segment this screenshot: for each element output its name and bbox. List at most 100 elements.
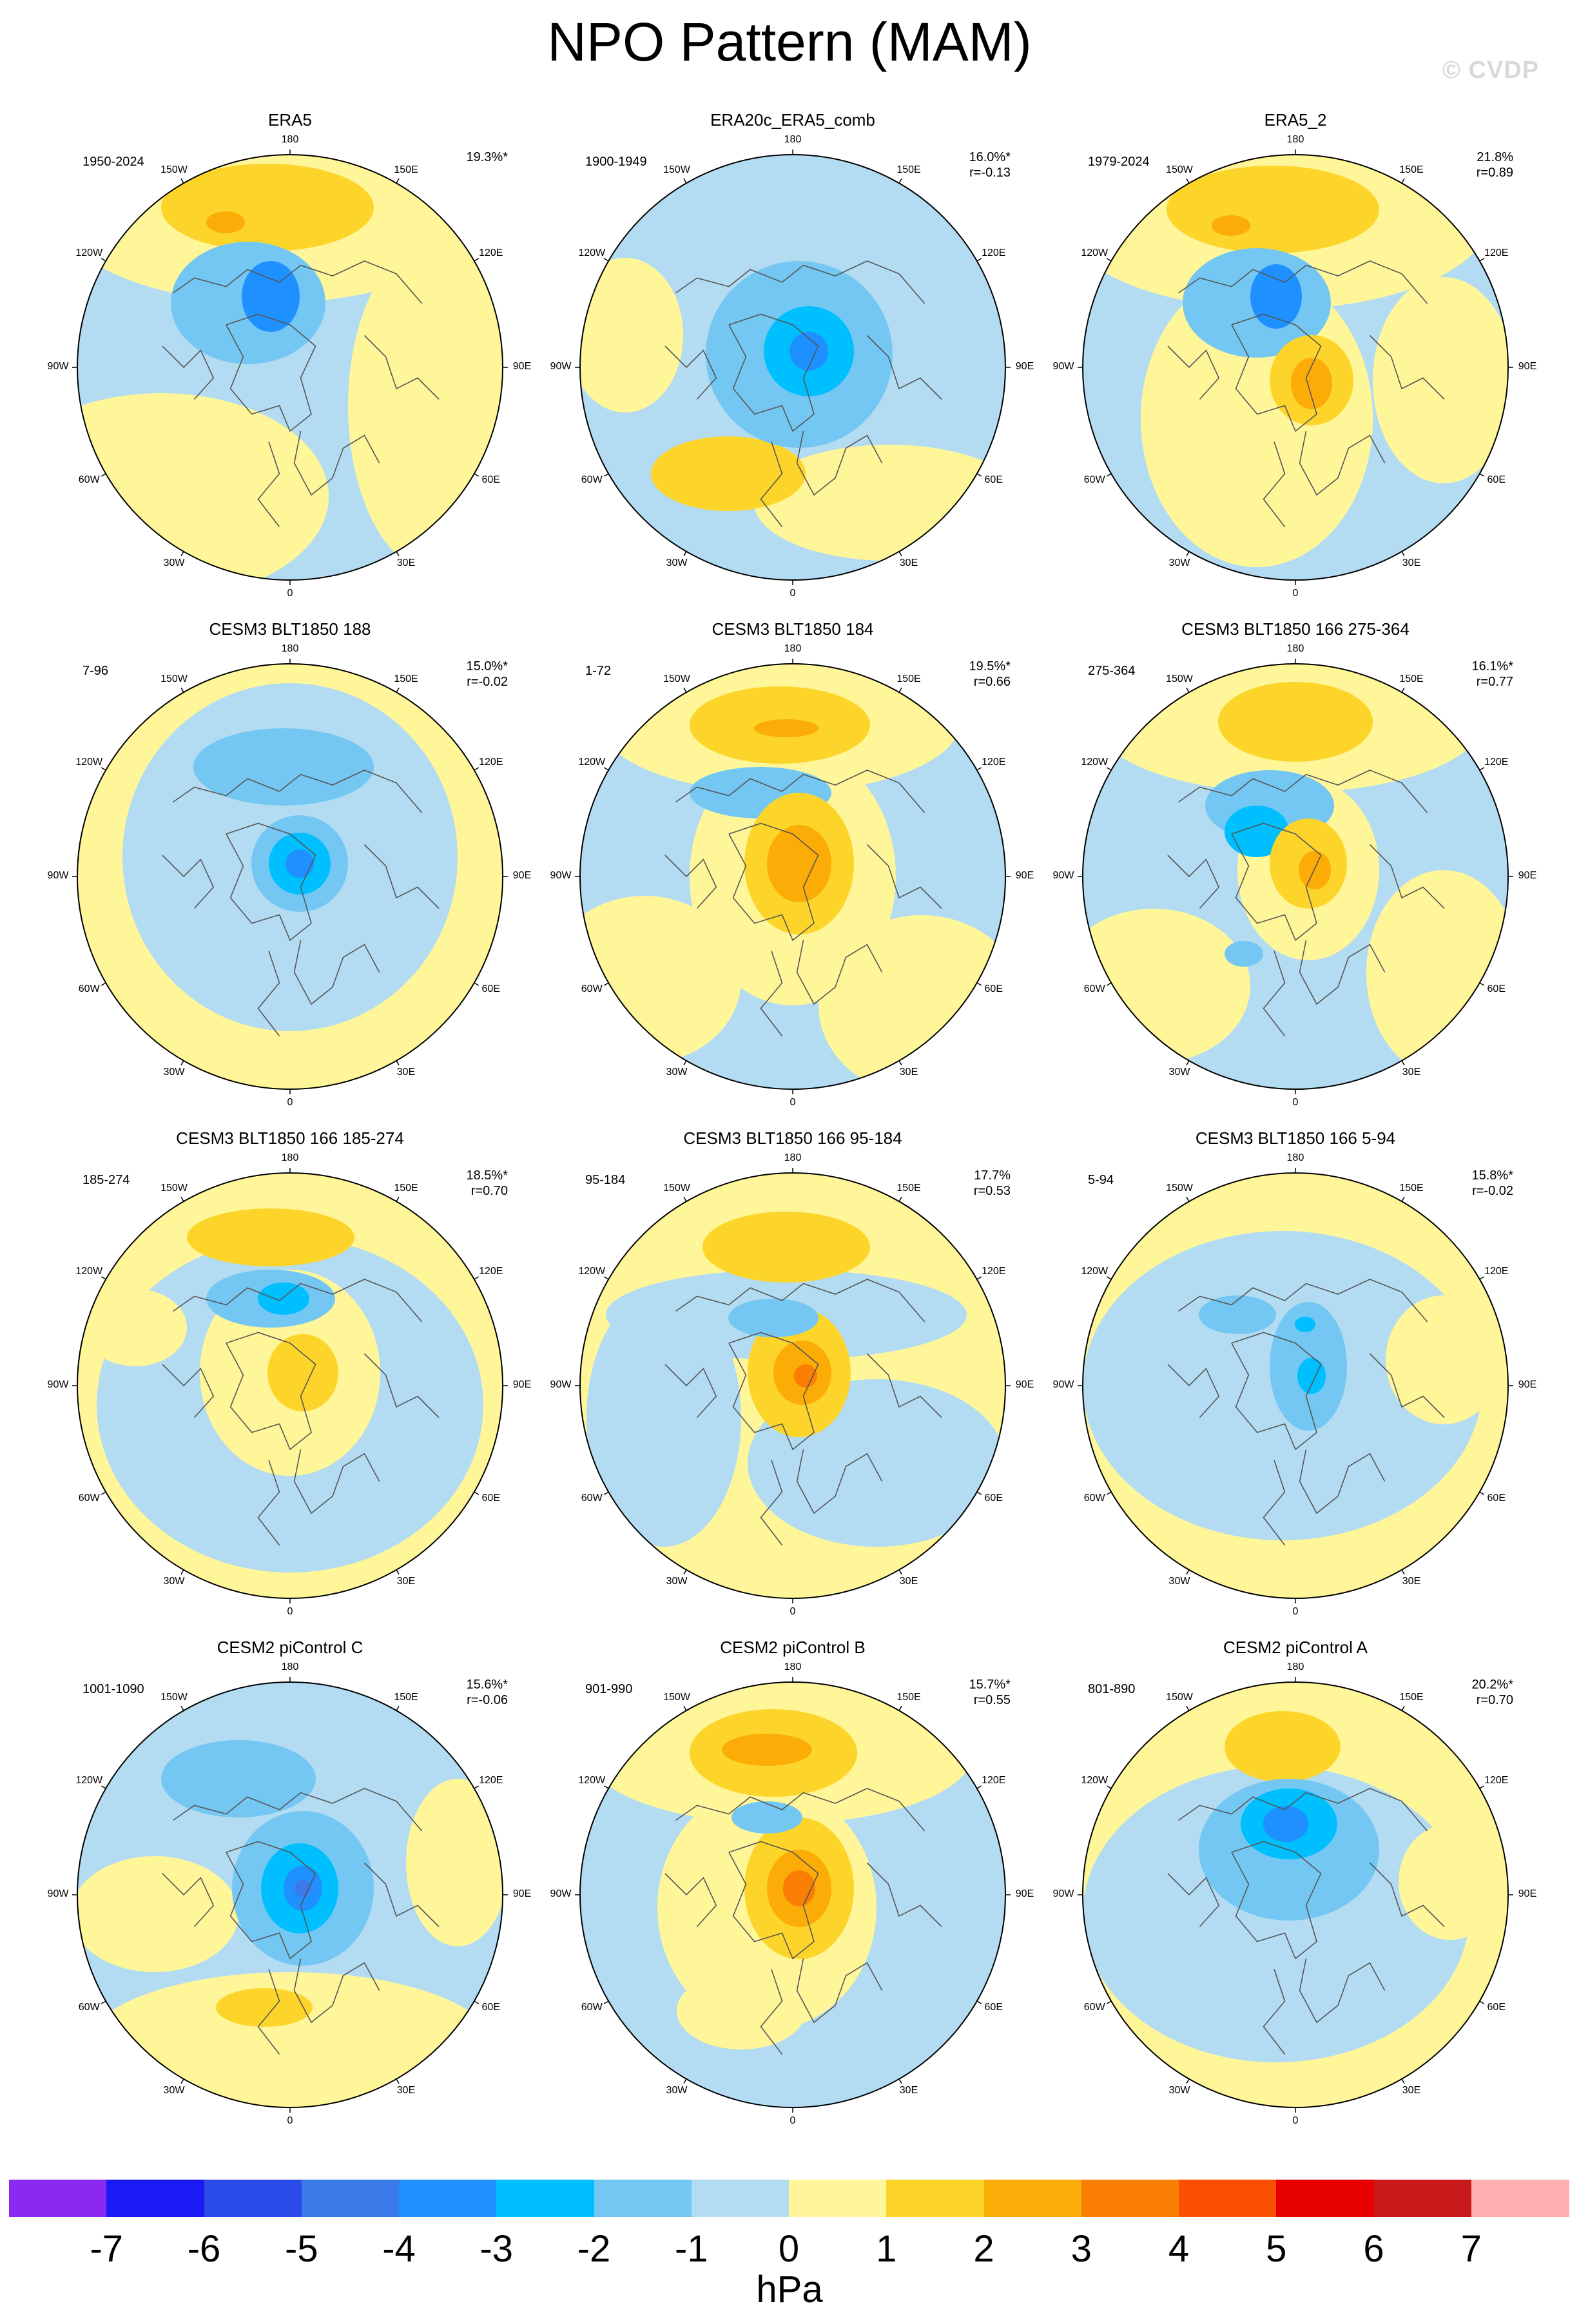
longitude-label: 30W [666, 1066, 688, 1078]
longitude-label: 150W [160, 1183, 188, 1194]
variance-percent: 18.5%* [466, 1168, 509, 1183]
coastline [796, 431, 883, 496]
panel-period: 1950-2024 [82, 155, 144, 169]
longitude-label: 0 [1292, 2115, 1299, 2126]
pattern-correlation: r=0.70 [470, 1184, 508, 1198]
polar-map [1078, 1168, 1513, 1603]
longitude-tick [683, 551, 687, 557]
longitude-label: 0 [790, 1606, 796, 1617]
longitude-tick [180, 2078, 184, 2084]
coastline [664, 1364, 717, 1419]
longitude-tick [396, 687, 400, 693]
longitude-tick [1401, 178, 1405, 184]
longitude-label: 0 [287, 2115, 293, 2126]
anomaly-contour [728, 1299, 819, 1337]
anomaly-contour [161, 1740, 316, 1817]
longitude-label: 150W [160, 164, 188, 176]
colorbar-tick-label: 7 [1460, 2228, 1482, 2270]
longitude-tick [474, 2000, 480, 2004]
anomaly-contour [1225, 1711, 1341, 1782]
longitude-tick [1479, 767, 1485, 771]
panel-variance: 18.5%* r=0.70 [467, 1168, 509, 1199]
longitude-label: 120E [982, 1775, 1006, 1786]
panel-period: 275-364 [1088, 664, 1136, 678]
map-panel: CESM2 piControl A 801-890 20.2%* r=0.70 180 1… [1044, 1637, 1547, 2146]
coastline [728, 1841, 819, 1960]
anomaly-region [84, 1289, 187, 1366]
map-panel: CESM3 BLT1850 184 1-72 19.5%* r=0.66 180 150E… [541, 619, 1044, 1128]
longitude-label: 30E [1402, 557, 1421, 568]
longitude-tick [898, 1060, 902, 1066]
longitude-label: 0 [287, 588, 293, 599]
longitude-label: 90E [1015, 1888, 1034, 1899]
coastline [796, 1449, 883, 1515]
coastline [1299, 1449, 1386, 1515]
longitude-label: 0 [790, 1097, 796, 1108]
coastline [760, 1460, 783, 1545]
longitude-tick [180, 1705, 184, 1711]
coastline [257, 951, 280, 1036]
longitude-label: 120E [1484, 1266, 1509, 1277]
longitude-tick [1401, 1569, 1405, 1575]
longitude-label: 150E [1399, 673, 1424, 685]
panel-title: ERA5_2 [1264, 110, 1327, 130]
map-panel: CESM2 piControl B 901-990 15.7%* r=0.55 180 1… [541, 1637, 1044, 2146]
longitude-label: 120W [1081, 1775, 1109, 1786]
panel-grid: ERA5 1950-2024 19.3%* 180 150E 120E 90E 60E 30E 0… [47, 110, 1547, 2146]
longitude-tick [1186, 1196, 1190, 1202]
longitude-label: 90W [47, 1379, 69, 1390]
longitude-tick [474, 258, 480, 262]
longitude-tick [603, 1276, 609, 1280]
longitude-tick [101, 767, 106, 771]
longitude-tick [1186, 551, 1190, 557]
longitude-label: 90E [512, 1888, 532, 1899]
panel-title: ERA5 [268, 110, 312, 130]
longitude-label: 90E [1015, 361, 1034, 372]
colorbar-swatch [691, 2180, 790, 2217]
longitude-tick [101, 2000, 106, 2004]
panel-title: CESM3 BLT1850 166 185-274 [176, 1128, 404, 1148]
colorbar-swatch [9, 2180, 107, 2217]
longitude-label: 150E [394, 1183, 418, 1194]
longitude-tick [898, 2078, 902, 2084]
colorbar-swatch [983, 2180, 1082, 2217]
coastline [1178, 1788, 1428, 1832]
longitude-label: 150E [896, 1692, 921, 1703]
coastline [760, 441, 783, 527]
coastline [226, 1331, 316, 1451]
longitude-label: 0 [287, 1097, 293, 1108]
coastline [1231, 822, 1322, 942]
pattern-correlation: r=0.55 [973, 1693, 1011, 1707]
longitude-label: 90W [550, 1379, 572, 1390]
longitude-tick [603, 1491, 609, 1495]
longitude-label: 180 [281, 1152, 299, 1163]
anomaly-contour [783, 1870, 815, 1906]
longitude-label: 120W [578, 757, 606, 768]
longitude-label: 60E [1487, 983, 1506, 994]
longitude-label: 30W [666, 557, 688, 568]
longitude-tick [603, 2000, 609, 2004]
map-panel: CESM3 BLT1850 166 95-184 95-184 17.7% r=0.5… [541, 1128, 1044, 1637]
coastline [1231, 313, 1322, 432]
longitude-label: 60E [481, 1493, 500, 1504]
longitude-label: 180 [1286, 1661, 1304, 1672]
longitude-label: 90E [1015, 870, 1034, 881]
anomaly-region [580, 258, 683, 412]
longitude-tick [101, 473, 106, 477]
panel-period: 7-96 [82, 664, 109, 678]
longitude-tick [976, 1276, 982, 1280]
longitude-label: 30E [396, 557, 416, 568]
coastline [866, 1862, 942, 1928]
longitude-tick [396, 551, 400, 557]
colorbar-swatch [106, 2180, 204, 2217]
longitude-tick [683, 687, 687, 693]
anomaly-contour [206, 211, 245, 233]
longitude-label: 30E [396, 1066, 416, 1078]
longitude-label: 30W [666, 1575, 688, 1587]
coastline [1369, 1862, 1445, 1928]
colorbar-swatch [789, 2180, 887, 2217]
variance-percent: 16.0%* [969, 150, 1011, 164]
longitude-label: 90E [512, 361, 532, 372]
longitude-tick [101, 258, 106, 262]
panel-variance: 16.1%* r=0.77 [1472, 659, 1514, 690]
